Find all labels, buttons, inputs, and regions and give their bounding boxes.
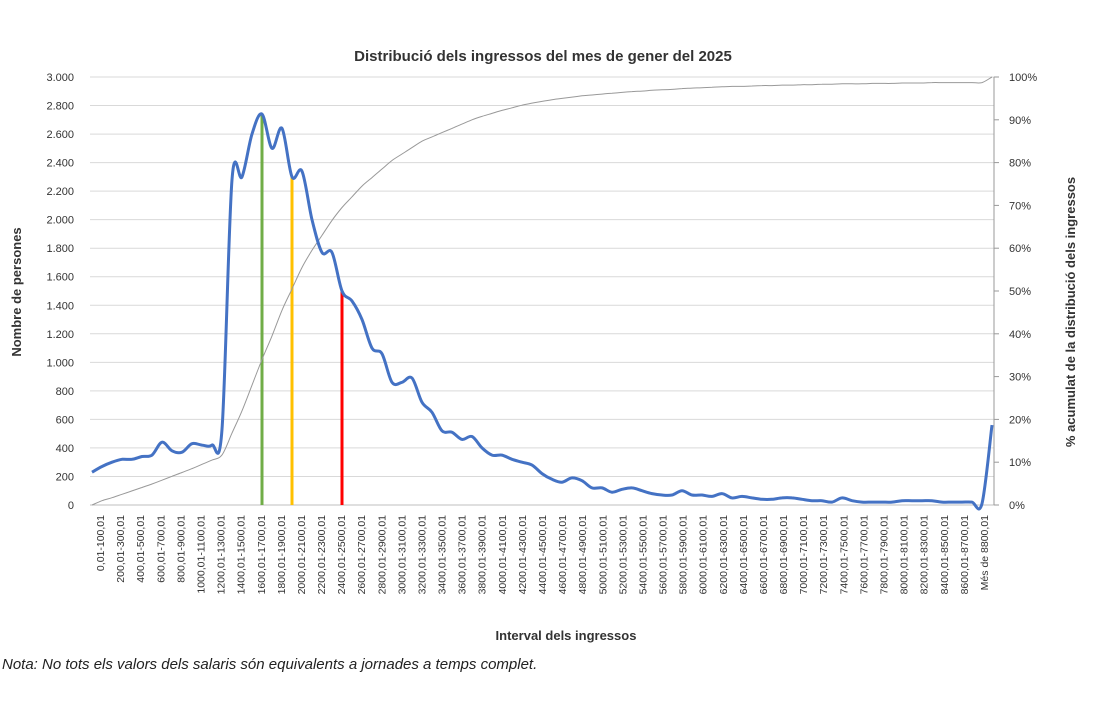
x-tick-label: 7200,01-7300,01 — [818, 515, 830, 595]
x-tick-label: 4400,01-4500,01 — [537, 515, 549, 595]
y2-tick-label: 20% — [1009, 414, 1031, 426]
x-tick-label: 2400,01-2500,01 — [336, 515, 348, 595]
x-tick-label: 3400,01-3500,01 — [437, 515, 449, 595]
y-tick-label: 2.400 — [46, 158, 74, 170]
series-line-persons — [91, 112, 994, 511]
y2-tick-label: 100% — [1009, 72, 1037, 84]
y-tick-label: 1.600 — [46, 272, 74, 284]
footnote: Nota: No tots els valors dels salaris só… — [2, 656, 538, 673]
grid-lines — [90, 76, 994, 506]
marker-lines — [260, 114, 344, 505]
x-tick-label: 6400,01-6500,01 — [738, 515, 750, 595]
x-tick-label: Més de 8800,01 — [979, 515, 991, 590]
x-tick-label: 2800,01-2900,01 — [376, 515, 388, 595]
y-tick-label: 1.800 — [46, 243, 74, 255]
x-tick-label: 0,01-100,01 — [95, 515, 107, 571]
x-tick-label: 4000,01-4100,01 — [497, 515, 509, 595]
x-tick-label: 2600,01-2700,01 — [356, 515, 368, 595]
x-axis-title: Interval dels ingressos — [496, 628, 637, 643]
x-tick-label: 3800,01-3900,01 — [477, 515, 489, 595]
y-axis-right: 0% 10% 20% 30% 40% 50% 60% 70% 80% 90% 100% — [993, 72, 1037, 512]
y2-tick-label: 90% — [1009, 115, 1031, 127]
y2-tick-label: 80% — [1009, 158, 1031, 170]
series-line-cumulative — [91, 76, 993, 506]
y-tick-label: 2.000 — [46, 215, 74, 227]
x-tick-label: 1600,01-1700,01 — [256, 515, 268, 595]
income-distribution-chart: Distribució dels ingressos del mes de ge… — [9, 48, 1078, 643]
x-tick-label: 7600,01-7700,01 — [858, 515, 870, 595]
y-tick-label: 1.400 — [46, 300, 74, 312]
x-tick-label: 2000,01-2100,01 — [296, 515, 308, 595]
x-tick-label: 2200,01-2300,01 — [316, 515, 328, 595]
x-tick-label: 5000,01-5100,01 — [597, 515, 609, 595]
y-tick-label: 1.200 — [46, 329, 74, 341]
series-lines — [91, 76, 994, 511]
y-axis-left: 0 200 400 600 800 1.000 1.200 1.400 1.600 1.800 2.… — [46, 72, 74, 512]
x-tick-label: 7000,01-7100,01 — [798, 515, 810, 595]
x-tick-label: 4800,01-4900,01 — [577, 515, 589, 595]
x-tick-label: 5200,01-5300,01 — [617, 515, 629, 595]
x-tick-label: 1400,01-1500,01 — [236, 515, 248, 595]
y2-tick-label: 60% — [1009, 243, 1031, 255]
x-tick-label: 3200,01-3300,01 — [416, 515, 428, 595]
x-tick-label: 6800,01-6900,01 — [778, 515, 790, 595]
y-tick-label: 3.000 — [46, 72, 74, 84]
y2-axis-title: % acumulat de la distribució dels ingres… — [1063, 177, 1078, 447]
x-tick-label: 4200,01-4300,01 — [517, 515, 529, 595]
x-axis: 0,01-100,01 200,01-300,01 400,01-500,01 600… — [95, 515, 991, 595]
y2-tick-label: 40% — [1009, 329, 1031, 341]
x-tick-label: 5400,01-5500,01 — [637, 515, 649, 595]
x-tick-label: 8000,01-8100,01 — [899, 515, 911, 595]
x-tick-label: 3000,01-3100,01 — [396, 515, 408, 595]
x-tick-label: 8600,01-8700,01 — [959, 515, 971, 595]
y-tick-label: 2.200 — [46, 186, 74, 198]
x-tick-label: 6000,01-6100,01 — [698, 515, 710, 595]
y-tick-label: 800 — [56, 386, 74, 398]
x-tick-label: 1800,01-1900,01 — [276, 515, 288, 595]
x-tick-label: 800,01-900,01 — [175, 515, 187, 583]
y2-tick-label: 30% — [1009, 372, 1031, 384]
x-tick-label: 6200,01-6300,01 — [718, 515, 730, 595]
y2-tick-label: 0% — [1009, 500, 1025, 512]
x-tick-label: 4600,01-4700,01 — [557, 515, 569, 595]
x-tick-label: 600,01-700,01 — [155, 515, 167, 583]
x-tick-label: 8200,01-8300,01 — [919, 515, 931, 595]
x-tick-label: 5600,01-5700,01 — [658, 515, 670, 595]
x-tick-label: 6600,01-6700,01 — [758, 515, 770, 595]
x-tick-label: 3600,01-3700,01 — [457, 515, 469, 595]
y2-tick-label: 10% — [1009, 457, 1031, 469]
y-axis-title: Nombre de persones — [9, 227, 24, 356]
x-tick-label: 1200,01-1300,01 — [216, 515, 228, 595]
x-tick-label: 7400,01-7500,01 — [838, 515, 850, 595]
x-tick-label: 7800,01-7900,01 — [879, 515, 891, 595]
x-tick-label: 1000,01-1100,01 — [195, 515, 207, 594]
x-tick-label: 8400,01-8500,01 — [939, 515, 951, 595]
y-tick-label: 200 — [56, 471, 74, 483]
y-tick-label: 2.600 — [46, 129, 74, 141]
chart-title: Distribució dels ingressos del mes de ge… — [354, 48, 732, 65]
y-tick-label: 600 — [56, 414, 74, 426]
y-tick-label: 400 — [56, 443, 74, 455]
y2-tick-label: 70% — [1009, 200, 1031, 212]
y-tick-label: 1.000 — [46, 357, 74, 369]
x-tick-label: 200,01-300,01 — [115, 515, 127, 583]
y2-tick-label: 50% — [1009, 286, 1031, 298]
x-tick-label: 5800,01-5900,01 — [678, 515, 690, 595]
x-tick-label: 400,01-500,01 — [135, 515, 147, 583]
y-tick-label: 0 — [68, 500, 74, 512]
y-tick-label: 2.800 — [46, 101, 74, 113]
